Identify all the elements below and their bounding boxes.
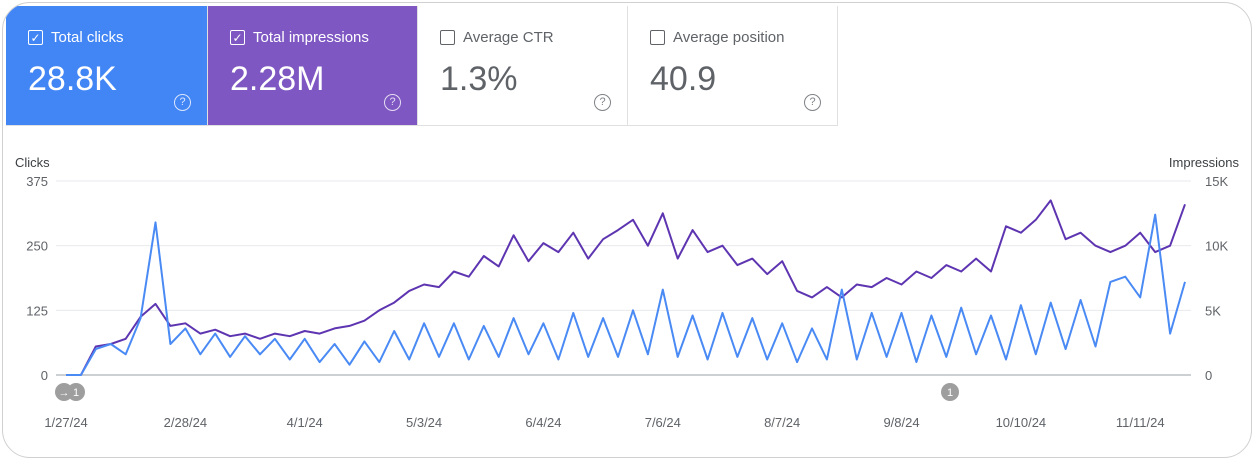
left-axis-title: Clicks bbox=[15, 155, 50, 170]
left-tick-label: 375 bbox=[26, 174, 48, 189]
x-tick-label: 7/6/24 bbox=[645, 415, 681, 430]
annotation-marker bbox=[941, 383, 960, 401]
x-tick-label: 4/1/24 bbox=[287, 415, 323, 430]
x-tick-label: 1/27/24 bbox=[44, 415, 87, 430]
left-tick-label: 250 bbox=[26, 239, 48, 254]
checkbox-unchecked-icon[interactable] bbox=[440, 30, 455, 45]
metric-label: Total impressions bbox=[253, 29, 369, 46]
right-tick-label: 10K bbox=[1205, 239, 1228, 254]
annotation-label: 1 bbox=[73, 387, 79, 399]
x-tick-label: 2/28/24 bbox=[164, 415, 207, 430]
right-tick-label: 0 bbox=[1205, 368, 1212, 383]
annotation-label: 1 bbox=[947, 387, 953, 399]
metric-tile-total-impressions[interactable]: ✓ Total impressions 2.28M ? bbox=[208, 6, 418, 126]
metric-label: Total clicks bbox=[51, 29, 124, 46]
x-tick-label: 10/10/24 bbox=[996, 415, 1047, 430]
x-tick-label: 5/3/24 bbox=[406, 415, 442, 430]
performance-chart: 0 0 125 5K 250 10K 375 15K 1/27/24 2/28/24 4/1/24 5… bbox=[26, 174, 1228, 430]
checkbox-checked-icon[interactable]: ✓ bbox=[230, 30, 245, 45]
metric-value: 40.9 bbox=[650, 60, 717, 98]
metric-tile-average-ctr[interactable]: Average CTR 1.3% ? bbox=[418, 6, 628, 126]
help-icon[interactable]: ? bbox=[594, 94, 611, 111]
metric-tile-total-clicks[interactable]: ✓ Total clicks 28.8K ? bbox=[6, 6, 208, 126]
right-tick-label: 15K bbox=[1205, 174, 1228, 189]
metric-label: Average position bbox=[673, 29, 785, 46]
x-tick-label: 6/4/24 bbox=[525, 415, 561, 430]
help-icon[interactable]: ? bbox=[174, 94, 191, 111]
checkbox-unchecked-icon[interactable] bbox=[650, 30, 665, 45]
x-tick-label: 11/11/24 bbox=[1116, 415, 1165, 430]
checkbox-checked-icon[interactable]: ✓ bbox=[28, 30, 43, 45]
metric-tile-average-position[interactable]: Average position 40.9 ? bbox=[628, 6, 838, 126]
x-tick-label: 9/8/24 bbox=[883, 415, 919, 430]
metric-value: 1.3% bbox=[440, 60, 518, 98]
help-icon[interactable]: ? bbox=[804, 94, 821, 111]
metric-label: Average CTR bbox=[463, 29, 554, 46]
x-tick-label: 8/7/24 bbox=[764, 415, 800, 430]
series-line-clicks bbox=[66, 213, 1186, 376]
right-tick-label: 5K bbox=[1205, 303, 1221, 318]
left-tick-label: 0 bbox=[41, 368, 48, 383]
help-icon[interactable]: ? bbox=[384, 94, 401, 111]
left-tick-label: 125 bbox=[26, 303, 48, 318]
series-line-impressions bbox=[66, 199, 1186, 376]
right-axis-title: Impressions bbox=[1168, 155, 1239, 170]
metric-value: 28.8K bbox=[28, 60, 117, 98]
annotation-marker bbox=[67, 383, 85, 401]
arrow-icon: → bbox=[59, 387, 70, 399]
metric-value: 2.28M bbox=[230, 60, 325, 98]
